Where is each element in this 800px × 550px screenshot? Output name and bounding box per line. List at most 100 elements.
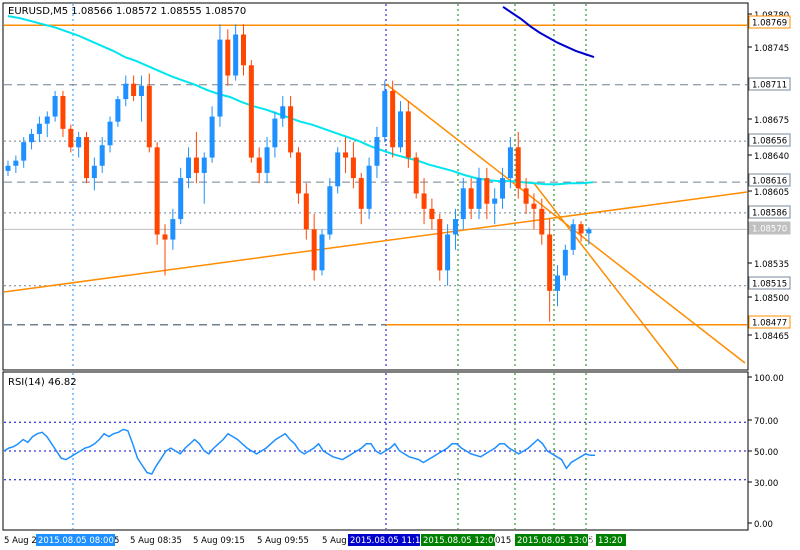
trendline-layer [3,24,748,370]
time-tick: 015 [495,536,511,546]
bull-candle [99,145,105,166]
bull-candle [570,224,576,250]
bull-candle [562,249,568,276]
time-tick: 5 Aug 2 [4,536,37,546]
bull-candle [201,157,207,173]
price-level-label: 1.08769 [752,19,787,29]
bull-candle [5,165,11,171]
bull-candle [107,121,113,146]
price-tick: 1.08465 [754,332,789,342]
price-level-box [748,15,791,29]
axis-layer [748,13,752,524]
price-tick: 1.08675 [754,116,789,126]
time-highlight-label: 2015.08.05 12:00 [423,536,499,546]
bull-candle [507,147,513,179]
time-tick: 5 [588,536,593,546]
price-level-label: 1.08477 [752,319,787,329]
bull-candle [123,83,129,100]
bear-candle [429,208,435,220]
time-tick: 5 [114,536,119,546]
bull-candle [115,99,121,122]
price-tick: 1.08535 [754,260,789,270]
bull-candle [13,160,19,166]
bear-candle [350,157,356,179]
ma-slow-line [502,5,595,59]
bear-candle [343,152,349,158]
bull-candle [452,219,458,235]
bear-candle [413,157,419,194]
bull-candle [264,147,270,173]
bear-candle [303,193,309,230]
rsi-tick: 70.00 [754,417,778,427]
bear-candle [154,147,160,235]
price-level-box [748,276,791,290]
price-level-label: 1.08711 [752,81,787,91]
bull-candle [555,275,560,291]
time-tick: 5 Aug 09:15 [193,536,245,546]
time-highlight-box [515,534,588,546]
time-axis: 5 Aug 2 5 5 Aug 08:35 5 Aug 09:15 5 Aug … [4,534,626,546]
bull-candle [91,165,97,179]
bear-candle [295,152,301,194]
rising-trendline [3,191,748,293]
price-tick: 1.08605 [754,188,789,198]
price-level-label: 1.08586 [752,209,787,219]
time-tick: 5 Aug 09:55 [257,536,309,546]
rsi-axis: 100.00 70.00 50.00 30.00 0.00 [754,374,784,530]
bear-candle [421,193,427,209]
main-chart-frame [2,2,749,371]
bull-candle [460,188,466,220]
price-level-label: 1.08616 [752,177,787,187]
bear-candle [484,178,490,204]
bear-candle [523,188,529,204]
bear-candle [131,83,137,97]
time-tick: 5 Aug 08:35 [130,536,182,546]
rsi-tick: 100.00 [754,374,784,384]
current-price-box [748,221,791,235]
bull-candle [29,133,35,143]
bear-candle [358,178,364,209]
bull-candle [209,116,215,158]
price-level-labels: 1.08769 1.08711 1.08656 1.08616 1.08586 … [748,15,791,329]
bull-candle [170,219,176,240]
bull-candle [492,198,498,204]
bear-candle [60,96,66,129]
bear-candle [539,208,545,235]
bull-candle [178,178,184,220]
bull-candle [445,234,451,271]
bear-candle [84,137,89,179]
time-highlight-label: 2015.08.05 13:00 [517,536,593,546]
price-level-box [748,173,791,187]
time-highlight-label: 2015.08.05 11:15 [350,536,426,546]
bear-candle [578,224,584,234]
rsi-tick: 50.00 [754,448,778,458]
rsi-title: RSI(14) 46.82 [8,377,77,388]
bull-candle [186,157,192,179]
grid-layer [4,4,747,529]
bear-candle [193,157,199,173]
chart-title: EURUSD,M5 1.08566 1.08572 1.08555 1.0857… [8,6,246,17]
price-tick: 1.08500 [754,294,789,304]
bear-candle [405,111,411,158]
bull-candle [52,96,58,117]
bull-candle [272,118,278,148]
price-level-box [748,133,791,147]
rsi-line [3,428,595,475]
bear-candle [468,188,474,209]
bull-candle [335,152,341,187]
time-highlight-box [596,534,626,546]
price-level-box [748,77,791,91]
bear-candle [146,85,152,148]
bull-candle [44,116,50,124]
time-highlight-box [36,534,115,546]
bull-candle [217,39,223,117]
bull-candle [233,34,239,76]
bear-candle [547,234,553,291]
bull-candle [586,229,592,234]
price-level-label: 1.08656 [752,137,787,147]
price-level-label: 1.08515 [752,280,787,290]
bull-candle [398,111,403,148]
time-highlight-box [421,534,495,546]
bull-candle [476,178,482,209]
